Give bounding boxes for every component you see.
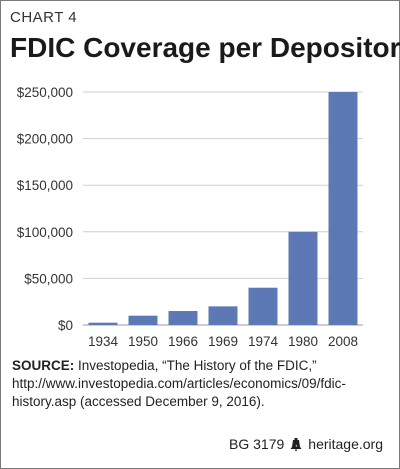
source-label: SOURCE: <box>12 358 75 373</box>
y-tick-label: $50,000 <box>24 271 73 286</box>
footer: BG 3179 heritage.org <box>229 436 383 452</box>
bar-1950 <box>128 315 158 325</box>
bar-1966 <box>168 311 198 325</box>
site-link[interactable]: heritage.org <box>308 436 383 452</box>
gridlines <box>83 91 363 326</box>
x-tick-label: 1969 <box>208 334 238 349</box>
liberty-bell-icon <box>290 437 302 451</box>
bar-2008 <box>328 92 358 325</box>
bar-1934 <box>88 322 118 325</box>
bar-1980 <box>288 231 318 325</box>
y-tick-label: $250,000 <box>17 85 73 100</box>
bar-chart: $0 $50,000 $100,000 $150,000 $200,000 $250,00… <box>17 85 363 349</box>
chart-title: FDIC Coverage per Depositor <box>10 32 400 63</box>
bars <box>88 92 358 325</box>
x-tick-label: 1934 <box>88 334 119 349</box>
y-tick-label: $150,000 <box>17 178 73 193</box>
chart-number: CHART 4 <box>10 9 78 26</box>
bar-1969 <box>208 306 238 325</box>
source-note: SOURCE: Investopedia, “The History of th… <box>12 357 392 411</box>
y-tick-label: $200,000 <box>17 132 73 147</box>
x-tick-label: 2008 <box>328 334 358 349</box>
x-tick-label: 1950 <box>128 334 158 349</box>
bar-1974 <box>248 287 278 325</box>
report-id: BG 3179 <box>229 436 285 452</box>
x-axis-ticks: 1934 1950 1966 1969 1974 1980 2008 <box>88 334 358 349</box>
y-axis-ticks: $0 $50,000 $100,000 $150,000 $200,000 $250,00… <box>17 85 73 333</box>
x-tick-label: 1966 <box>168 334 198 349</box>
x-tick-label: 1980 <box>288 334 318 349</box>
source-text: Investopedia, “The History of the FDIC,”… <box>12 358 346 409</box>
x-tick-label: 1974 <box>248 334 279 349</box>
y-tick-label: $0 <box>58 318 73 333</box>
y-tick-label: $100,000 <box>17 225 73 240</box>
